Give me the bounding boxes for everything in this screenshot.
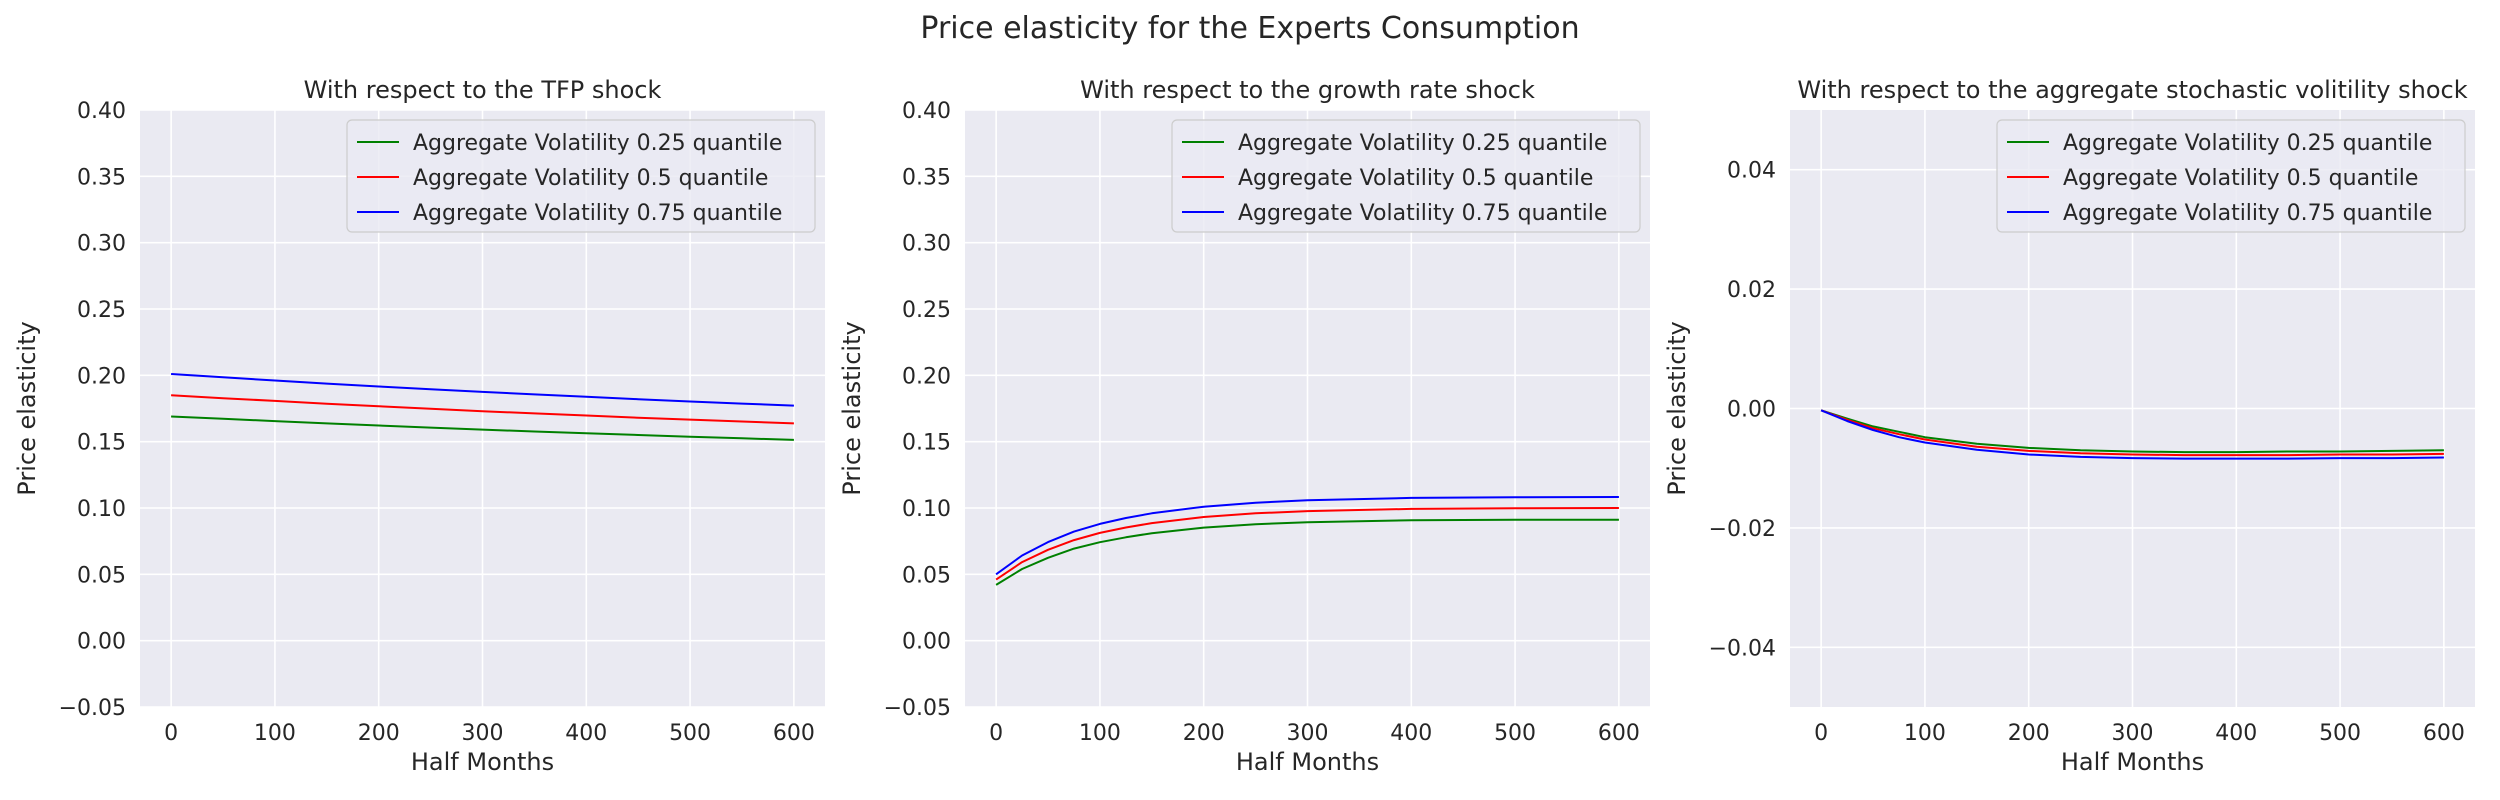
x-tick-label: 400: [565, 721, 607, 746]
y-tick-label: −0.05: [59, 696, 126, 721]
x-tick-label: 200: [358, 721, 400, 746]
x-tick-label: 300: [462, 721, 504, 746]
x-tick-label: 400: [1390, 721, 1432, 746]
legend-label: Aggregate Volatility 0.5 quantile: [1238, 166, 1593, 191]
y-axis-label: Price elasticity: [13, 321, 41, 495]
legend-label: Aggregate Volatility 0.5 quantile: [413, 166, 768, 191]
y-tick-label: 0.40: [902, 99, 951, 124]
legend: Aggregate Volatility 0.25 quantile Aggreg…: [346, 119, 816, 233]
y-tick-label: 0.00: [902, 630, 951, 655]
x-tick-label: 400: [2215, 721, 2257, 746]
series-line-1: [995, 518, 1619, 586]
x-tick-label: 600: [2423, 721, 2465, 746]
figure-title: Price elasticity for the Experts Consump…: [920, 11, 1579, 46]
subplot-title: With respect to the growth rate shock: [1080, 76, 1535, 104]
series-line-2: [171, 394, 794, 425]
legend: Aggregate Volatility 0.25 quantile Aggreg…: [1996, 119, 2466, 233]
x-tick-label: 500: [2319, 721, 2361, 746]
y-tick-label: 0.02: [1727, 278, 1776, 303]
y-tick-label: 0.40: [77, 99, 126, 124]
y-tick-label: 0.15: [902, 431, 951, 456]
y-axis-label: Price elasticity: [1663, 321, 1691, 495]
subplot-title: With respect to the TFP shock: [304, 76, 662, 104]
series-line-3: [995, 496, 1619, 576]
x-tick-label: 0: [989, 721, 1003, 746]
legend-label: Aggregate Volatility 0.25 quantile: [2063, 131, 2432, 156]
y-tick-label: 0.10: [77, 497, 126, 522]
y-tick-label: 0.35: [77, 165, 126, 190]
y-tick-label: 0.15: [77, 431, 126, 456]
y-tick-label: 0.00: [77, 630, 126, 655]
y-tick-label: 0.25: [77, 298, 126, 323]
y-tick-label: 0.35: [902, 165, 951, 190]
series-line-3: [171, 373, 794, 407]
y-tick-label: 0.25: [902, 298, 951, 323]
subplot-2: 0 100 200 300 400 500 600 −0.05 0.00 0.05 0.10 0.15…: [838, 76, 1650, 776]
y-tick-label: 0.04: [1727, 159, 1776, 184]
x-tick-label: 300: [2112, 721, 2154, 746]
legend-box: [1996, 119, 2466, 233]
y-tick-label: 0.20: [902, 364, 951, 389]
series-line-1: [1820, 409, 2444, 454]
legend-label: Aggregate Volatility 0.5 quantile: [2063, 166, 2418, 191]
legend-box: [1171, 119, 1641, 233]
y-tick-label: 0.00: [1727, 398, 1776, 423]
legend-label: Aggregate Volatility 0.75 quantile: [1238, 201, 1607, 226]
y-tick-label: 0.20: [77, 364, 126, 389]
y-axis-label: Price elasticity: [838, 321, 866, 495]
legend-label: Aggregate Volatility 0.25 quantile: [413, 131, 782, 156]
x-tick-label: 100: [1904, 721, 1946, 746]
x-tick-label: 600: [1598, 721, 1640, 746]
x-axis-label: Half Months: [1236, 748, 1379, 776]
x-tick-label: 0: [1814, 721, 1828, 746]
y-tick-label: −0.05: [884, 696, 951, 721]
x-tick-label: 600: [773, 721, 815, 746]
legend-label: Aggregate Volatility 0.25 quantile: [1238, 131, 1607, 156]
x-axis-label: Half Months: [411, 748, 554, 776]
x-tick-label: 500: [1494, 721, 1536, 746]
y-tick-label: −0.02: [1709, 517, 1776, 542]
y-tick-label: −0.04: [1709, 636, 1776, 661]
legend: Aggregate Volatility 0.25 quantile Aggreg…: [1171, 119, 1641, 233]
legend-label: Aggregate Volatility 0.75 quantile: [413, 201, 782, 226]
y-tick-label: 0.05: [77, 563, 126, 588]
series-line-1: [171, 415, 794, 441]
y-tick-label: 0.05: [902, 563, 951, 588]
legend-label: Aggregate Volatility 0.75 quantile: [2063, 201, 2432, 226]
legend-box: [346, 119, 816, 233]
x-tick-label: 0: [164, 721, 178, 746]
subplots-group: 0 100 200 300 400 500 600 −0.05 0.00 0.05 0.10 0.15…: [13, 76, 2475, 776]
series-line-2: [995, 507, 1619, 581]
subplot-3: 0 100 200 300 400 500 600 −0.04 −0.02 0.00 0.02 0.0…: [1663, 76, 2475, 776]
x-tick-label: 100: [1079, 721, 1121, 746]
x-tick-label: 500: [669, 721, 711, 746]
x-tick-label: 100: [254, 721, 296, 746]
x-axis-label: Half Months: [2061, 748, 2204, 776]
x-tick-label: 200: [2008, 721, 2050, 746]
y-tick-label: 0.10: [902, 497, 951, 522]
series-line-2: [1820, 409, 2444, 457]
series-line-3: [1820, 409, 2444, 460]
subplot-title: With respect to the aggregate stochastic…: [1797, 76, 2467, 104]
x-tick-label: 300: [1287, 721, 1329, 746]
subplot-1: 0 100 200 300 400 500 600 −0.05 0.00 0.05 0.10 0.15…: [13, 76, 825, 776]
y-tick-label: 0.30: [902, 232, 951, 257]
x-tick-label: 200: [1183, 721, 1225, 746]
y-tick-label: 0.30: [77, 232, 126, 257]
